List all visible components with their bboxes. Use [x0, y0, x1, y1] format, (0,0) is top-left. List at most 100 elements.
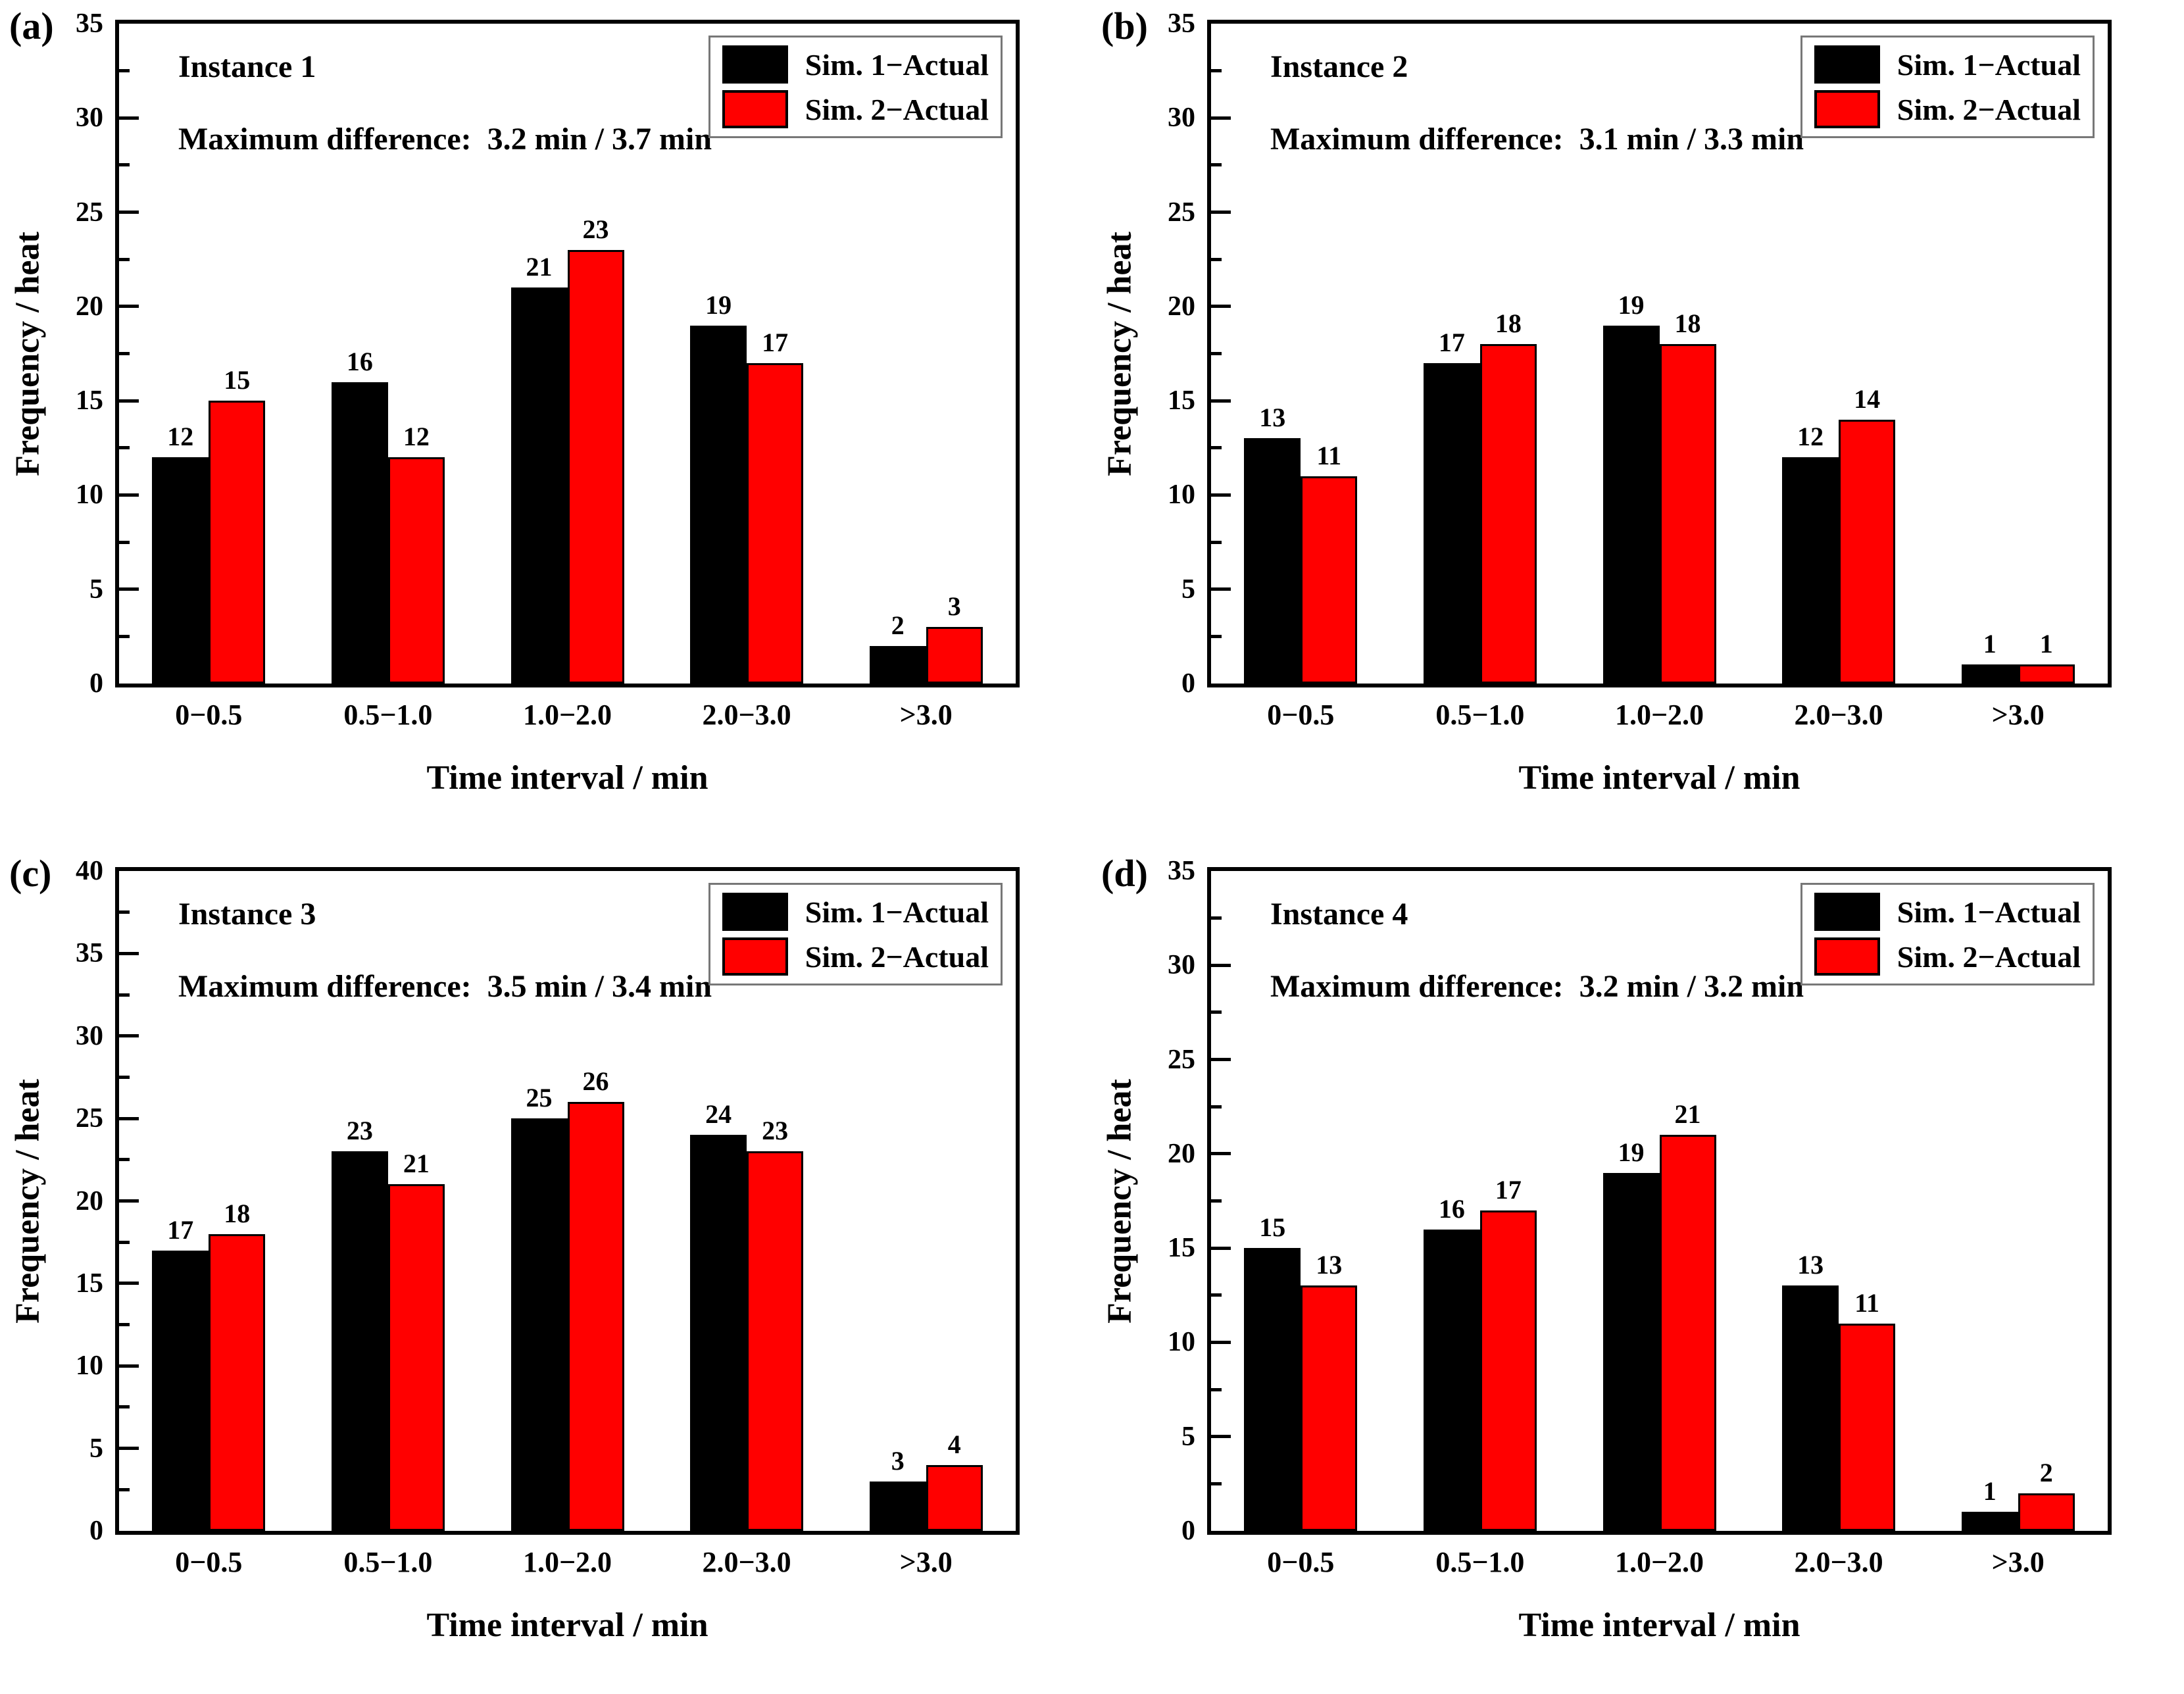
y-axis-major-tick: [1211, 493, 1231, 497]
bar-value-label: 19: [1618, 289, 1645, 320]
panel-letter-c: (c): [9, 852, 52, 895]
bar-value-label: 17: [762, 327, 789, 357]
y-axis-major-tick: [1211, 963, 1231, 967]
bar-sim2-cat3: [1659, 1135, 1716, 1531]
bar-sim1-cat5: [869, 645, 926, 684]
bar-sim2-cat2: [387, 457, 445, 684]
bar-sim1-cat1: [152, 457, 209, 684]
y-tick-label: 5: [1181, 574, 1195, 605]
bar-value-label: 14: [1854, 384, 1881, 414]
x-category-label: 1.0−2.0: [522, 1546, 612, 1578]
x-category-label: 0.5−1.0: [343, 699, 433, 731]
y-tick-label: 35: [1168, 856, 1195, 886]
bar-value-label: 21: [526, 252, 553, 282]
y-axis-minor-tick: [119, 352, 130, 355]
y-axis-major-tick: [119, 1116, 139, 1120]
bar-value-label: 21: [403, 1149, 430, 1179]
y-axis-minor-tick: [1211, 446, 1222, 450]
y-axis-minor-tick: [1211, 1199, 1222, 1203]
panel-b: (b) 13 11 17 18 19 18 12 14 1 1 Instance 2 Maximum d…: [1092, 0, 2184, 847]
instance-title: Instance 4: [1270, 897, 1408, 932]
bar-value-label: 17: [1495, 1174, 1522, 1205]
bar-sim2-cat1: [1301, 1285, 1358, 1531]
bar-sim1-cat2: [1423, 1229, 1480, 1531]
y-tick-label: 10: [76, 1351, 103, 1382]
plot-area-a: 12 15 16 12 21 23 19 17 2 3 Instance 1 Maximum diff…: [115, 20, 1020, 687]
y-tick-label: 30: [1168, 103, 1195, 134]
y-axis-major-tick: [1211, 399, 1231, 403]
bar-value-label: 16: [346, 346, 373, 376]
bar-value-label: 21: [1674, 1099, 1701, 1130]
legend-row-sim1: Sim. 1−Actual: [1814, 45, 2081, 84]
y-tick-label: 20: [1168, 1138, 1195, 1169]
bar-value-label: 12: [403, 422, 430, 452]
bar-sim2-cat2: [1479, 1210, 1537, 1531]
legend-row-sim2: Sim. 2−Actual: [1814, 90, 2081, 128]
y-tick-label: 0: [1181, 1516, 1195, 1546]
y-tick-label: 10: [1168, 480, 1195, 511]
bar-sim2-cat3: [567, 1102, 624, 1531]
bar-sim2-cat3: [1659, 344, 1716, 684]
instance-title: Instance 2: [1270, 49, 1408, 84]
y-axis-minor-tick: [1211, 69, 1222, 73]
y-axis-major-tick: [1211, 116, 1231, 120]
y-tick-label: 10: [76, 480, 103, 511]
bar-sim2-cat4: [1839, 419, 1896, 684]
bar-sim2-cat1: [209, 401, 266, 684]
y-axis-minor-tick: [1211, 352, 1222, 355]
bar-value-label: 15: [224, 365, 251, 395]
y-tick-label: 15: [76, 386, 103, 416]
y-axis-minor-tick: [119, 1158, 130, 1162]
bar-value-label: 18: [1495, 309, 1522, 339]
panel-c: (c) 17 18 23 21 25 26 24 23 3 4 Instance 3 Maximum d…: [0, 847, 1092, 1694]
x-category-label: 2.0−3.0: [702, 1546, 791, 1578]
legend-a: Sim. 1−Actual Sim. 2−Actual: [708, 36, 1003, 138]
bar-sim1-cat4: [690, 325, 747, 684]
y-axis-major-tick: [119, 399, 139, 403]
bar-value-label: 2: [2039, 1457, 2053, 1487]
y-axis-minor-tick: [1211, 540, 1222, 544]
y-axis-major-tick: [1211, 1340, 1231, 1344]
y-axis-major-tick: [1211, 1058, 1231, 1062]
y-tick-label: 35: [76, 938, 103, 969]
legend-label-sim2: Sim. 2−Actual: [805, 939, 989, 974]
bar-value-label: 25: [526, 1083, 553, 1113]
bar-value-label: 19: [1618, 1137, 1645, 1167]
bar-sim2-cat1: [1301, 476, 1358, 684]
bar-value-label: 4: [947, 1429, 961, 1459]
y-axis-major-tick: [1211, 211, 1231, 214]
y-axis-major-tick: [119, 1199, 139, 1203]
y-axis-minor-tick: [1211, 1482, 1222, 1485]
y-tick-label: 30: [76, 103, 103, 134]
y-axis-major-tick: [119, 305, 139, 309]
bar-value-label: 13: [1316, 1250, 1343, 1280]
x-axis-title: Time interval / min: [426, 759, 708, 797]
bar-value-label: 11: [1854, 1287, 1879, 1318]
x-category-label: 2.0−3.0: [702, 699, 791, 731]
legend-swatch-sim1: [722, 893, 788, 931]
y-axis-minor-tick: [119, 1405, 130, 1409]
y-axis-major-tick: [119, 1282, 139, 1285]
y-axis-minor-tick: [119, 540, 130, 544]
y-tick-label: 15: [1168, 386, 1195, 416]
legend-row-sim2: Sim. 2−Actual: [722, 937, 989, 976]
bar-sim1-cat4: [1782, 1285, 1839, 1531]
x-category-label: >3.0: [899, 1546, 953, 1578]
y-axis-title: Frequency / heat: [1101, 1078, 1139, 1324]
legend-swatch-sim1: [1814, 893, 1880, 931]
y-tick-label: 5: [89, 574, 103, 605]
legend-d: Sim. 1−Actual Sim. 2−Actual: [1800, 883, 2095, 985]
bar-sim2-cat5: [926, 627, 983, 684]
y-axis-minor-tick: [1211, 1010, 1222, 1014]
bar-value-label: 13: [1797, 1250, 1824, 1280]
y-axis-major-tick: [119, 1034, 139, 1038]
y-axis-major-tick: [1211, 305, 1231, 309]
bar-sim1-cat3: [1602, 1172, 1660, 1531]
x-category-label: >3.0: [899, 699, 953, 731]
y-tick-label: 0: [89, 668, 103, 699]
instance-title: Instance 1: [178, 49, 316, 84]
x-category-label: 1.0−2.0: [522, 699, 612, 731]
y-axis-minor-tick: [119, 69, 130, 73]
y-axis-minor-tick: [119, 1323, 130, 1327]
bar-sim1-cat5: [1961, 1512, 2018, 1531]
